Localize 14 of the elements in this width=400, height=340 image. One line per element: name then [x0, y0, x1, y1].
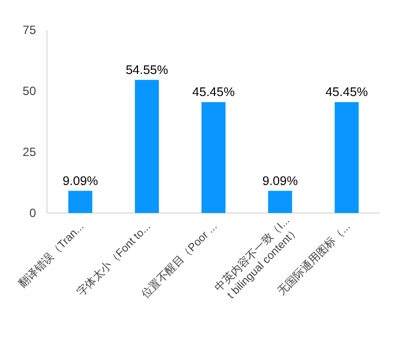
bar [202, 102, 226, 213]
bar [68, 190, 92, 213]
data-label: 54.55% [126, 62, 168, 77]
data-label: 45.45% [192, 85, 235, 100]
data-label: 9.09% [262, 174, 298, 188]
bar [334, 102, 359, 213]
data-label: 45.45% [325, 85, 368, 100]
y-tick-label: 75 [22, 23, 36, 37]
y-tick-label: 25 [22, 145, 36, 159]
bar [134, 80, 159, 213]
y-tick-label: 0 [29, 206, 36, 220]
y-tick-label: 50 [22, 84, 36, 98]
data-label: 9.09% [62, 174, 98, 188]
bar [268, 190, 292, 213]
